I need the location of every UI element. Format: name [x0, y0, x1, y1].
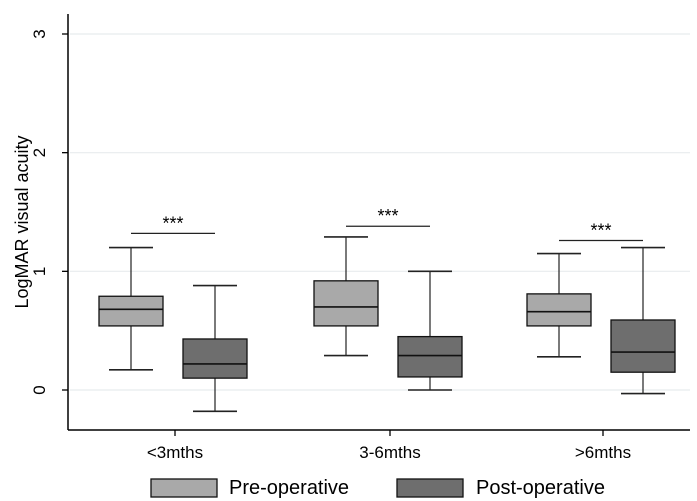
iqr-box — [98, 295, 164, 327]
legend: Pre-operative Post-operative — [150, 477, 605, 499]
iqr-box — [610, 319, 676, 373]
box-post-operative-2 — [610, 246, 676, 395]
significance-label: *** — [162, 213, 183, 233]
legend-item-1: Post-operative — [396, 477, 605, 499]
gridlines — [70, 33, 690, 391]
iqr-box — [397, 335, 463, 378]
legend-swatch — [150, 478, 218, 498]
axes: 0 1 2 3 LogMAR visual acuity <3mths 3-6mths >6m… — [12, 14, 690, 462]
x-tick-label: 3-6mths — [359, 443, 420, 462]
box-pre-operative-2 — [526, 252, 592, 358]
box-post-operative-0 — [182, 284, 248, 413]
y-tick-label: 2 — [30, 148, 49, 157]
box-pre-operative-1 — [313, 236, 379, 357]
x-tick-label: >6mths — [575, 443, 631, 462]
legend-swatch — [396, 478, 464, 498]
significance-label: *** — [377, 206, 398, 226]
iqr-box — [182, 338, 248, 379]
boxes — [98, 236, 676, 413]
y-axis-label: LogMAR visual acuity — [12, 135, 32, 308]
y-tick-label: 0 — [30, 385, 49, 394]
iqr-box — [313, 280, 379, 327]
significance-label: *** — [590, 220, 611, 240]
legend-item-0: Pre-operative — [150, 477, 349, 499]
y-tick-label: 1 — [30, 267, 49, 276]
iqr-box — [526, 293, 592, 327]
box-pre-operative-0 — [98, 246, 164, 371]
legend-label: Post-operative — [476, 477, 605, 499]
significance-annotations: *** *** *** — [131, 206, 643, 242]
y-tick-label: 3 — [30, 29, 49, 38]
legend-label: Pre-operative — [229, 477, 349, 499]
x-tick-label: <3mths — [147, 443, 203, 462]
box-post-operative-1 — [397, 270, 463, 391]
